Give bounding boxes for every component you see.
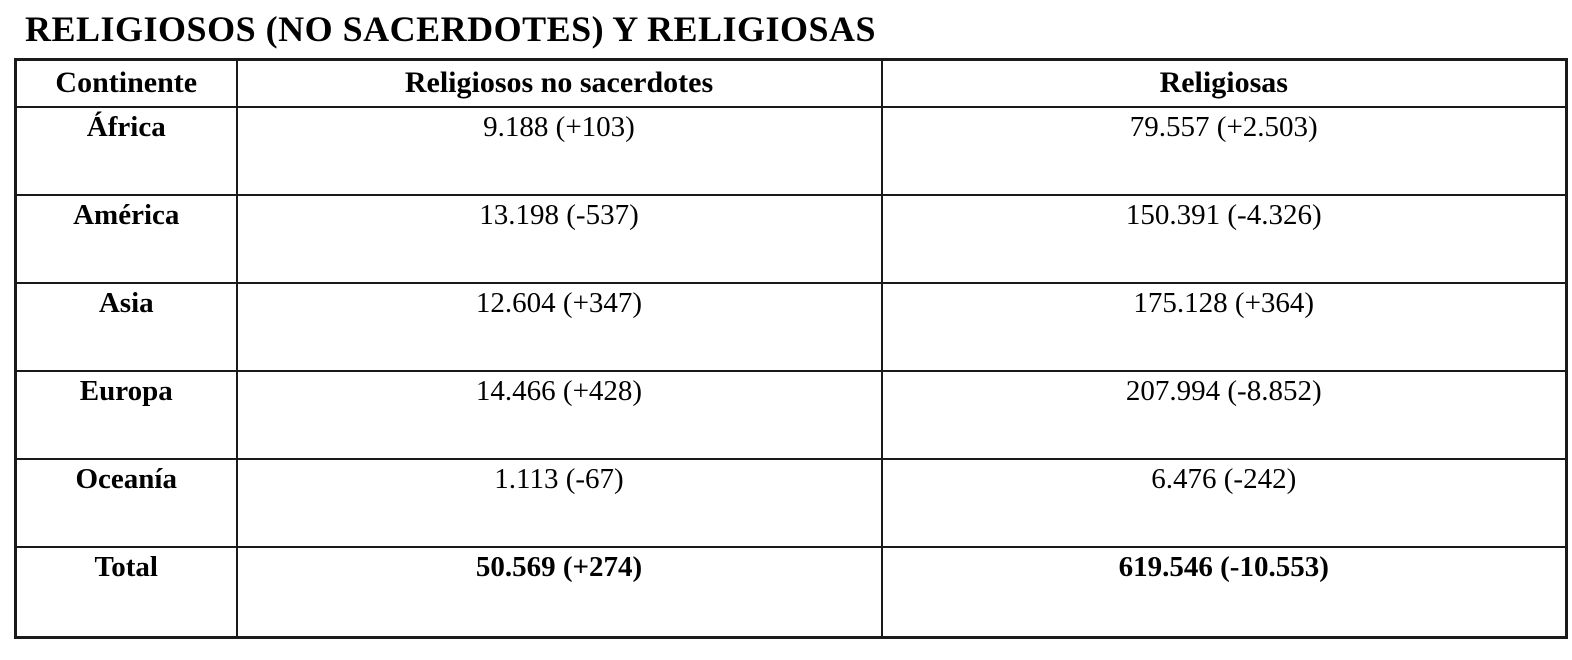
religiosas-value: 175.128 (+364) — [880, 281, 1568, 372]
religiosas-value: 207.994 (-8.852) — [880, 369, 1568, 460]
continent-label: Asia — [14, 281, 238, 372]
religious-statistics-table: Continente Religiosos no sacerdotes Reli… — [14, 58, 1568, 639]
column-header-religiosos-no-sacerdotes: Religiosos no sacerdotes — [235, 58, 883, 108]
column-header-religiosas: Religiosas — [880, 58, 1568, 108]
continent-label: Europa — [14, 369, 238, 460]
column-header-continente: Continente — [14, 58, 238, 108]
continent-label: África — [14, 105, 238, 196]
religiosos-value: 9.188 (+103) — [235, 105, 883, 196]
religiosos-value: 14.466 (+428) — [235, 369, 883, 460]
religiosos-value: 1.113 (-67) — [235, 457, 883, 548]
table-row-total: Total 50.569 (+274) 619.546 (-10.553) — [14, 545, 1568, 639]
table-row-oceania: Oceanía 1.113 (-67) 6.476 (-242) — [14, 457, 1568, 548]
religiosas-value: 6.476 (-242) — [880, 457, 1568, 548]
continent-label: América — [14, 193, 238, 284]
table-row-europa: Europa 14.466 (+428) 207.994 (-8.852) — [14, 369, 1568, 460]
continent-label: Oceanía — [14, 457, 238, 548]
religiosos-value: 13.198 (-537) — [235, 193, 883, 284]
table-header-row: Continente Religiosos no sacerdotes Reli… — [14, 58, 1568, 108]
religiosas-value: 150.391 (-4.326) — [880, 193, 1568, 284]
religiosos-value: 12.604 (+347) — [235, 281, 883, 372]
table-row-america: América 13.198 (-537) 150.391 (-4.326) — [14, 193, 1568, 284]
page-title: RELIGIOSOS (NO SACERDOTES) Y RELIGIOSAS — [25, 9, 877, 49]
total-label: Total — [14, 545, 238, 639]
religiosas-total-value: 619.546 (-10.553) — [880, 545, 1568, 639]
table-row-asia: Asia 12.604 (+347) 175.128 (+364) — [14, 281, 1568, 372]
table-row-africa: África 9.188 (+103) 79.557 (+2.503) — [14, 105, 1568, 196]
religiosas-value: 79.557 (+2.503) — [880, 105, 1568, 196]
religiosos-total-value: 50.569 (+274) — [235, 545, 883, 639]
